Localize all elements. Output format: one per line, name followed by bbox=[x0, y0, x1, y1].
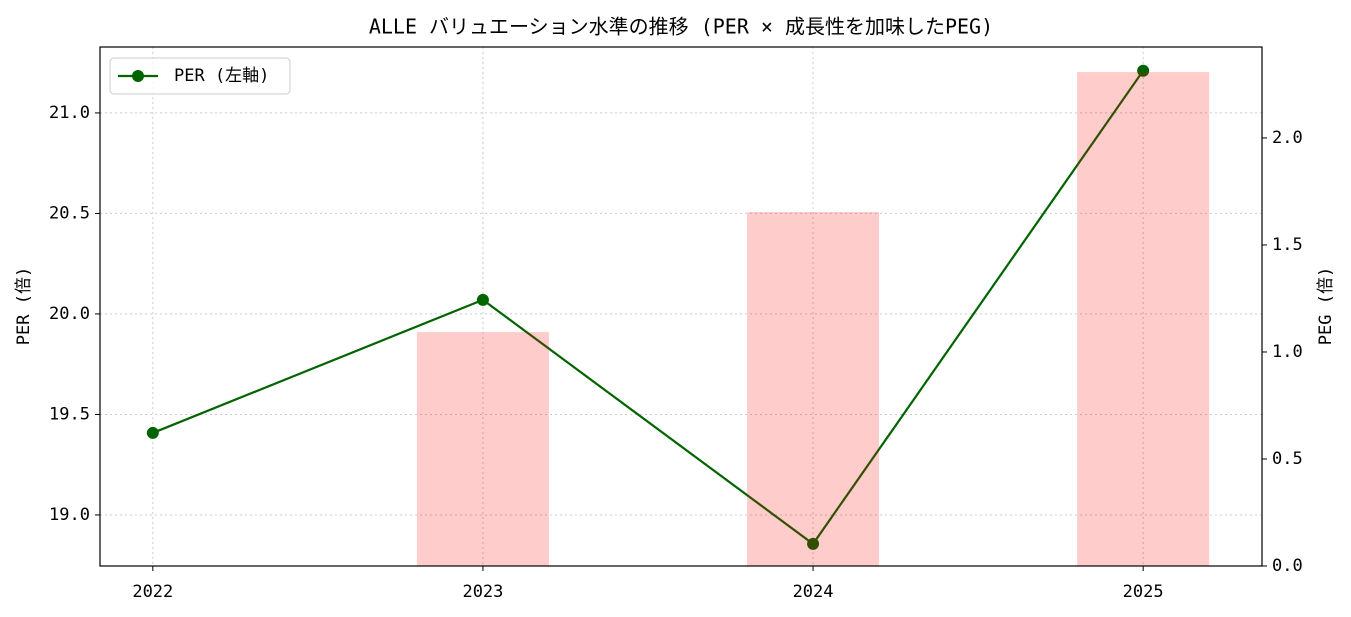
bar bbox=[747, 212, 880, 567]
y-axis-label: PER (倍) bbox=[14, 267, 34, 345]
y2-tick-label: 1.5 bbox=[1272, 235, 1303, 255]
y-tick-label: 20.5 bbox=[49, 203, 90, 223]
y2-tick-label: 2.0 bbox=[1272, 128, 1303, 148]
y-tick-label: 19.5 bbox=[49, 404, 90, 424]
legend-label: PER (左軸) bbox=[174, 66, 269, 86]
y-tick-label: 20.0 bbox=[49, 304, 90, 324]
line bbox=[152, 70, 1145, 546]
y-tick-label: 21.0 bbox=[49, 103, 90, 123]
x-tick-label: 2022 bbox=[132, 582, 173, 602]
chart-title: ALLE バリュエーション水準の推移 (PER × 成長性を加味したPEG) bbox=[369, 15, 993, 39]
legend: PER (左軸) bbox=[109, 57, 291, 95]
plot-frame bbox=[99, 46, 1263, 567]
bar bbox=[416, 332, 549, 566]
point bbox=[146, 426, 159, 439]
y-tick-label: 19.0 bbox=[49, 505, 90, 525]
y2-tick-label: 0.0 bbox=[1272, 556, 1303, 576]
y2-axis-label: PEG (倍) bbox=[1316, 267, 1336, 345]
x-tick-label: 2023 bbox=[462, 582, 503, 602]
y2-tick-label: 1.0 bbox=[1272, 342, 1303, 362]
legend-box bbox=[109, 57, 291, 95]
x-tick-label: 2025 bbox=[1123, 582, 1164, 602]
point bbox=[807, 537, 820, 550]
legend-marker bbox=[132, 70, 144, 82]
point bbox=[1137, 64, 1150, 77]
y2-tick-label: 0.5 bbox=[1272, 449, 1303, 469]
bar bbox=[1077, 72, 1210, 567]
point bbox=[476, 293, 489, 306]
x-tick-label: 2024 bbox=[793, 582, 834, 602]
